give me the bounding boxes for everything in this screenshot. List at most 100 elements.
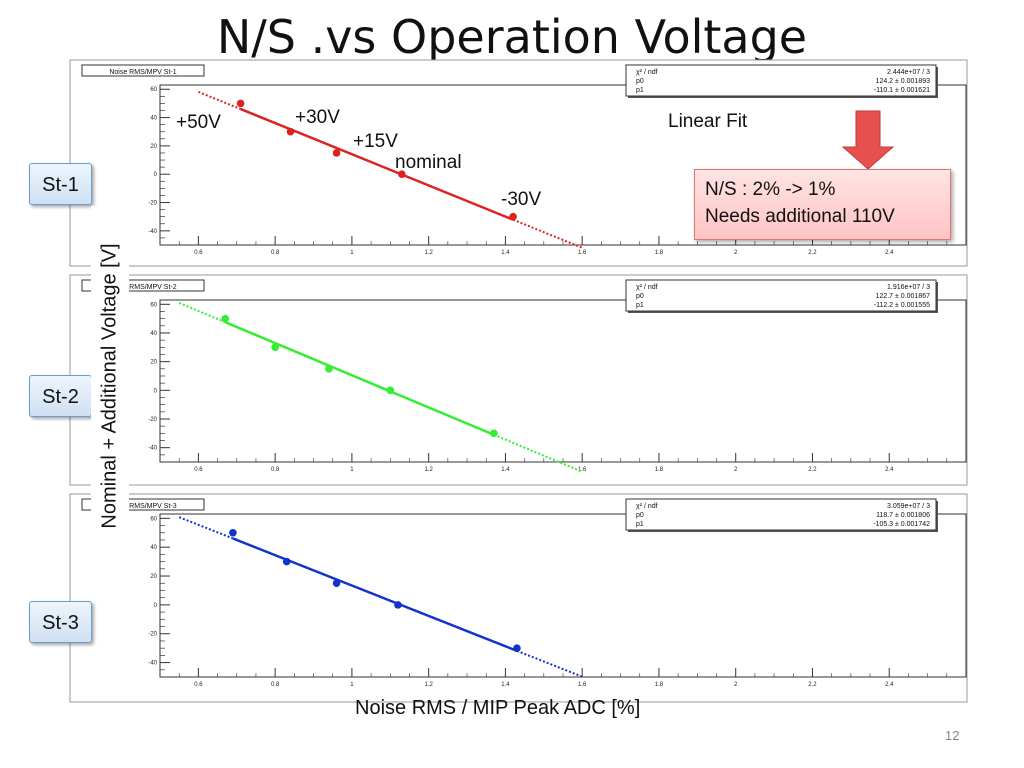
y-axis-label: Nominal + Additional Voltage [V] (98, 243, 121, 529)
stats-box (625, 64, 937, 97)
data-point (271, 343, 279, 352)
stats-label: χ² / ndf (636, 284, 658, 291)
data-point (386, 386, 395, 395)
fit-extension-left (178, 516, 234, 540)
stats-value: 1.916e+07 / 3 (887, 284, 930, 291)
x-tick-label: 2.4 (885, 467, 894, 473)
data-point (332, 579, 341, 588)
x-tick-label: 0.8 (271, 682, 280, 688)
stats-value: 2.444e+07 / 3 (887, 69, 930, 76)
data-point (229, 528, 237, 537)
slide-title: N/S .vs Operation Voltage (216, 10, 808, 64)
conclusion-callout: N/S : 2% -> 1% Needs additional 110V (694, 169, 951, 240)
y-tick-label: -40 (148, 229, 157, 235)
stats-value: 122.7 ± 0.001867 (876, 293, 931, 300)
plot-area (159, 513, 967, 678)
data-point (236, 99, 245, 108)
stats-label: χ² / ndf (636, 503, 658, 510)
y-axis-label-box: Nominal + Additional Voltage [V] (91, 206, 129, 566)
x-tick-label: 0.6 (194, 467, 203, 473)
y-tick-label: 60 (150, 516, 157, 522)
data-point (509, 212, 517, 221)
x-tick-label: 2.2 (808, 250, 817, 256)
fit-extension-right (512, 218, 583, 249)
data-point (398, 170, 406, 179)
data-point (286, 127, 295, 136)
x-tick-label: 1.6 (578, 682, 587, 688)
stats-label: p0 (636, 78, 644, 85)
data-point (332, 149, 341, 157)
station-label-st3: St-3 (29, 601, 92, 643)
y-tick-label: 0 (154, 603, 158, 609)
y-tick-label: 40 (150, 545, 157, 551)
plot-title: Noise RMS/MPV St-3 (109, 503, 176, 510)
plot-title-box (81, 498, 205, 511)
x-tick-label: 1 (350, 250, 354, 256)
annotation-plus50v: +50V (176, 112, 221, 133)
y-tick-label: 20 (150, 360, 157, 366)
y-tick-label: -20 (148, 417, 157, 423)
stats-value: 3.059e+07 / 3 (887, 503, 930, 510)
plot-panel-3: Noise RMS/MPV St-3 60 40 20 0 -20 -40 0.6 0.8 1 1.… (69, 493, 968, 703)
stats-label: p1 (636, 521, 644, 528)
fit-line (232, 537, 518, 653)
y-tick-label: 60 (150, 87, 157, 93)
y-tick-label: 20 (150, 144, 157, 150)
x-tick-label: 1 (350, 467, 354, 473)
y-tick-label: 0 (154, 172, 158, 178)
plot-title-box (81, 64, 205, 77)
fit-line (224, 321, 495, 436)
y-tick-label: 20 (150, 574, 157, 580)
x-tick-label: 0.6 (194, 250, 203, 256)
stats-value: -110.1 ± 0.001621 (874, 87, 930, 94)
x-tick-label: 1.4 (501, 467, 510, 473)
annotation-nominal: nominal (395, 152, 462, 173)
x-tick-label: 1.8 (655, 467, 664, 473)
x-tick-label: 1.4 (501, 250, 510, 256)
x-tick-label: 0.8 (271, 467, 280, 473)
annotation-plus15v: +15V (353, 131, 398, 152)
stats-label: χ² / ndf (636, 69, 658, 76)
data-point (221, 314, 230, 323)
annotation-minus30v: -30V (501, 189, 542, 210)
plot-area (159, 299, 967, 463)
stats-label: p0 (636, 512, 644, 519)
x-tick-label: 1.4 (501, 682, 510, 688)
x-tick-label: 1 (350, 682, 354, 688)
x-tick-label: 2 (734, 250, 738, 256)
annotation-plus30v: +30V (295, 107, 340, 128)
plot-title-box (81, 279, 205, 292)
data-point (282, 557, 291, 566)
y-tick-label: 40 (150, 331, 157, 337)
stats-box (625, 498, 937, 531)
y-tick-label: 0 (154, 388, 158, 394)
callout-line-2: Needs additional 110V (705, 206, 895, 227)
x-tick-label: 1.6 (578, 467, 587, 473)
annotation-linear-fit: Linear Fit (668, 111, 748, 132)
fit-line (240, 107, 514, 221)
x-tick-label: 0.6 (194, 682, 203, 688)
callout-line-1: N/S : 2% -> 1% (705, 179, 836, 200)
y-tick-label: 60 (150, 302, 157, 308)
stats-value: -112.2 ± 0.001555 (874, 302, 930, 309)
page-number: 12 (945, 728, 960, 743)
stats-value: 118.7 ± 0.001806 (876, 512, 930, 519)
plot-title: Noise RMS/MPV St-1 (109, 69, 176, 76)
data-point (490, 429, 498, 438)
x-axis-label: Noise RMS / MIP Peak ADC [%] (355, 697, 641, 719)
y-tick-label: -40 (148, 446, 157, 452)
y-tick-label: 40 (150, 116, 157, 122)
x-tick-label: 2.2 (808, 682, 817, 688)
stats-box (625, 279, 937, 312)
plot-panel-2: Noise RMS/MPV St-2 60 40 20 0 -20 -40 0.6 0.8 1 1.… (69, 274, 968, 486)
data-point (513, 644, 521, 652)
station-label-st2: St-2 (29, 375, 92, 417)
stats-label: p1 (636, 302, 644, 309)
x-tick-label: 1.6 (578, 250, 587, 256)
stats-label: p1 (636, 87, 644, 94)
x-tick-label: 1.2 (424, 250, 433, 256)
y-tick-label: -20 (148, 201, 157, 207)
x-tick-label: 2.4 (885, 682, 894, 688)
x-tick-label: 1.8 (655, 250, 664, 256)
